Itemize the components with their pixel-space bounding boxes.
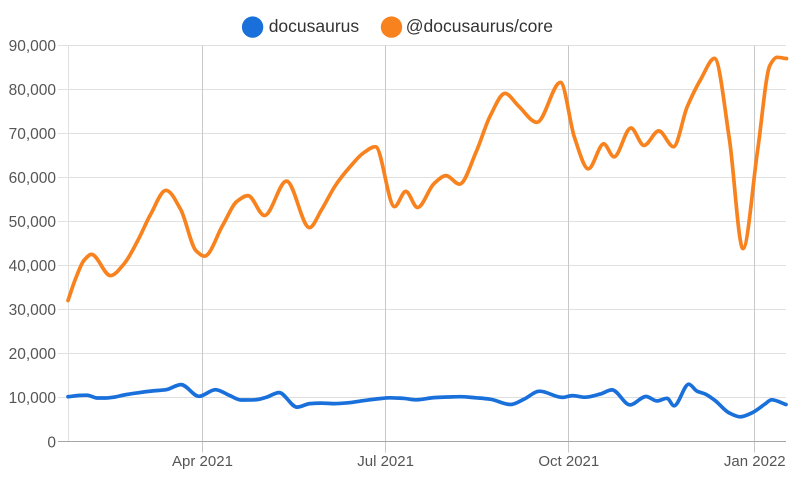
- svg-text:70,000: 70,000: [9, 126, 57, 143]
- svg-text:Jan 2022: Jan 2022: [724, 453, 786, 470]
- svg-text:40,000: 40,000: [9, 258, 57, 275]
- svg-text:80,000: 80,000: [9, 82, 57, 99]
- svg-text:@docusaurus/core: @docusaurus/core: [406, 16, 553, 36]
- svg-text:30,000: 30,000: [9, 302, 57, 319]
- svg-text:Apr 2021: Apr 2021: [172, 453, 233, 470]
- svg-text:20,000: 20,000: [9, 346, 57, 363]
- svg-text:Jul 2021: Jul 2021: [357, 453, 414, 470]
- svg-text:10,000: 10,000: [9, 390, 57, 407]
- svg-text:90,000: 90,000: [9, 38, 57, 55]
- svg-text:Oct 2021: Oct 2021: [538, 453, 599, 470]
- svg-text:0: 0: [47, 434, 56, 451]
- svg-text:50,000: 50,000: [9, 214, 57, 231]
- svg-text:60,000: 60,000: [9, 170, 57, 187]
- svg-text:docusaurus: docusaurus: [269, 16, 360, 36]
